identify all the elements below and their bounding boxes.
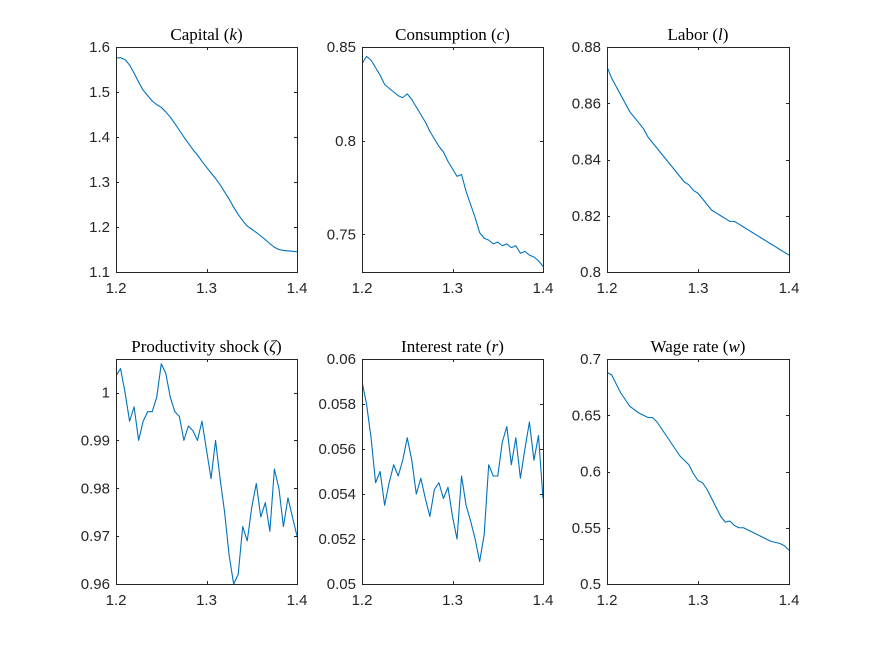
productivity-shock-y-tick-label: 0.98	[81, 480, 110, 497]
wage-rate-series-line	[607, 372, 789, 551]
wage-rate-x-tick-label: 1.3	[688, 592, 709, 609]
capital-title-name: Capital	[170, 25, 219, 44]
capital-title-symbol: k	[229, 25, 237, 44]
labor-y-tick-label: 0.8	[580, 264, 601, 281]
chart-labor: 1.2 1.3 1.4 0.8 0.82 0.84 0.86 0.88 Labor (l)	[572, 25, 800, 297]
productivity-shock-title-paren-close: )	[276, 337, 282, 356]
consumption-title-name: Consumption	[395, 25, 487, 44]
wage-rate-axes-box	[607, 359, 790, 585]
consumption-title-paren-close: )	[504, 25, 510, 44]
wage-rate-y-tick-label: 0.6	[580, 464, 601, 481]
interest-rate-title-paren-close: )	[498, 337, 504, 356]
consumption-title: Consumption (c)	[395, 25, 510, 44]
wage-rate-title-paren-open: (	[719, 337, 729, 356]
labor-y-tick-label: 0.86	[572, 95, 601, 112]
wage-rate-title-symbol: w	[728, 337, 740, 356]
wage-rate-title-paren-close: )	[740, 337, 746, 356]
capital-series-line	[116, 57, 297, 253]
labor-title-paren-close: )	[723, 25, 729, 44]
consumption-title-paren-open: (	[487, 25, 497, 44]
interest-rate-y-tick-label: 0.06	[327, 351, 356, 368]
productivity-shock-y-tick-label: 1	[102, 385, 110, 402]
interest-rate-y-tick-label: 0.058	[318, 396, 356, 413]
labor-y-tick-label: 0.82	[572, 208, 601, 225]
capital-title: Capital (k)	[170, 25, 242, 44]
productivity-shock-x-tick-label: 1.2	[106, 592, 127, 609]
capital-x-tick-label: 1.4	[287, 280, 308, 297]
wage-rate-y-tick-label: 0.5	[580, 576, 601, 593]
interest-rate-y-tick-label: 0.056	[318, 441, 356, 458]
interest-rate-x-tick-label: 1.4	[533, 592, 554, 609]
productivity-shock-title-paren-open: (	[259, 337, 269, 356]
labor-title-paren-open: (	[708, 25, 718, 44]
productivity-shock-y-tick-label: 0.99	[81, 432, 110, 449]
productivity-shock-title: Productivity shock (ζ)	[131, 337, 281, 356]
productivity-shock-title-symbol: ζ	[269, 337, 277, 356]
labor-title: Labor (l)	[668, 25, 729, 44]
interest-rate-x-tick-label: 1.3	[442, 592, 463, 609]
wage-rate-title-name: Wage rate	[651, 337, 719, 356]
labor-x-tick-label: 1.3	[688, 280, 709, 297]
interest-rate-title: Interest rate (r)	[401, 337, 504, 356]
consumption-title-symbol: c	[497, 25, 505, 44]
interest-rate-title-symbol: r	[492, 337, 499, 356]
interest-rate-axes-box	[362, 359, 544, 585]
interest-rate-title-paren-open: (	[482, 337, 492, 356]
capital-y-tick-label: 1.1	[89, 264, 110, 281]
wage-rate-title: Wage rate (w)	[651, 337, 746, 356]
productivity-shock-y-tick-label: 0.97	[81, 528, 110, 545]
wage-rate-x-tick-label: 1.2	[597, 592, 618, 609]
productivity-shock-axes-box	[116, 359, 298, 585]
interest-rate-title-name: Interest rate	[401, 337, 482, 356]
capital-y-tick-label: 1.2	[89, 219, 110, 236]
consumption-x-tick-label: 1.3	[442, 280, 463, 297]
productivity-shock-x-tick-label: 1.4	[287, 592, 308, 609]
capital-x-tick-label: 1.2	[106, 280, 127, 297]
chart-wage-rate: 1.2 1.3 1.4 0.5 0.55 0.6 0.65 0.7 Wage rate (w)	[572, 337, 800, 609]
capital-y-tick-label: 1.3	[89, 174, 110, 191]
labor-title-name: Labor	[668, 25, 709, 44]
wage-rate-x-tick-label: 1.4	[779, 592, 800, 609]
capital-title-paren-open: (	[219, 25, 229, 44]
consumption-y-tick-label: 0.85	[327, 39, 356, 56]
chart-interest-rate: 1.2 1.3 1.4 0.05 0.052 0.054 0.056 0.058 0.06 Int…	[318, 337, 553, 609]
wage-rate-y-tick-label: 0.55	[572, 520, 601, 537]
consumption-y-tick-label: 0.8	[335, 133, 356, 150]
capital-y-tick-label: 1.4	[89, 129, 110, 146]
interest-rate-y-tick-label: 0.05	[327, 576, 356, 593]
productivity-shock-y-tick-label: 0.96	[81, 576, 110, 593]
chart-consumption: 1.2 1.3 1.4 0.75 0.8 0.85 Consumption (c)	[327, 25, 554, 297]
consumption-y-tick-label: 0.75	[327, 227, 356, 244]
labor-x-tick-label: 1.4	[779, 280, 800, 297]
labor-series-line	[607, 66, 789, 256]
consumption-series-line	[362, 55, 543, 267]
wage-rate-y-tick-label: 0.7	[580, 351, 601, 368]
interest-rate-y-tick-label: 0.052	[318, 531, 356, 548]
capital-title-paren-close: )	[237, 25, 243, 44]
consumption-x-tick-label: 1.2	[352, 280, 373, 297]
labor-title-symbol: l	[718, 25, 723, 44]
productivity-shock-x-tick-label: 1.3	[196, 592, 217, 609]
capital-y-tick-label: 1.6	[89, 39, 110, 56]
wage-rate-y-tick-label: 0.65	[572, 407, 601, 424]
productivity-shock-series-line	[116, 363, 297, 584]
interest-rate-y-tick-label: 0.054	[318, 486, 356, 503]
consumption-x-tick-label: 1.4	[533, 280, 554, 297]
productivity-shock-title-name: Productivity shock	[131, 337, 259, 356]
capital-y-tick-label: 1.5	[89, 84, 110, 101]
consumption-axes-box	[362, 47, 544, 273]
labor-x-tick-label: 1.2	[597, 280, 618, 297]
labor-y-tick-label: 0.88	[572, 39, 601, 56]
interest-rate-series-line	[362, 381, 543, 563]
chart-productivity-shock: 1.2 1.3 1.4 0.96 0.97 0.98 0.99 1 Productivity s…	[81, 337, 308, 609]
interest-rate-x-tick-label: 1.2	[352, 592, 373, 609]
capital-axes-box	[116, 47, 298, 273]
labor-y-tick-label: 0.84	[572, 152, 601, 169]
capital-x-tick-label: 1.3	[196, 280, 217, 297]
